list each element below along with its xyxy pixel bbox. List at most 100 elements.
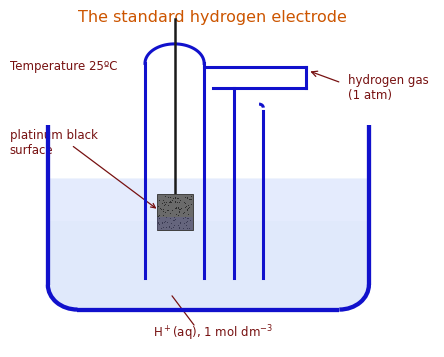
Point — [159, 219, 166, 225]
Point — [155, 212, 163, 218]
Point — [182, 201, 189, 206]
Point — [159, 220, 166, 226]
Point — [168, 225, 175, 231]
Point — [171, 217, 178, 223]
Text: H$^+$(aq), 1 mol dm$^{-3}$: H$^+$(aq), 1 mol dm$^{-3}$ — [153, 323, 273, 343]
Point — [160, 220, 167, 225]
Point — [161, 199, 168, 205]
Point — [155, 213, 162, 218]
Point — [159, 200, 166, 206]
Point — [155, 215, 163, 220]
Point — [174, 222, 181, 228]
Point — [171, 198, 178, 204]
Point — [173, 199, 180, 205]
Point — [159, 208, 166, 214]
Point — [165, 200, 172, 205]
Point — [157, 206, 164, 212]
Point — [169, 207, 176, 212]
Point — [161, 193, 168, 199]
Point — [166, 223, 173, 228]
Point — [182, 219, 189, 225]
Point — [163, 199, 170, 205]
Point — [185, 216, 192, 221]
Point — [172, 204, 179, 210]
Point — [163, 225, 170, 230]
Point — [171, 194, 178, 200]
Point — [164, 202, 171, 207]
Point — [173, 195, 180, 200]
Point — [182, 214, 189, 220]
Point — [166, 198, 173, 204]
Point — [173, 205, 180, 211]
Point — [165, 224, 172, 230]
Point — [176, 219, 183, 225]
Point — [159, 212, 166, 218]
Point — [182, 204, 189, 210]
Point — [181, 220, 188, 226]
Point — [187, 193, 194, 199]
Point — [185, 212, 192, 217]
Point — [182, 195, 189, 200]
Point — [187, 202, 194, 207]
Point — [177, 205, 184, 211]
Point — [178, 205, 185, 211]
Bar — [157, 195, 193, 230]
Point — [161, 202, 168, 208]
Point — [171, 216, 178, 221]
Point — [174, 196, 182, 201]
Point — [173, 211, 180, 217]
Point — [176, 225, 183, 230]
Point — [180, 200, 187, 205]
Point — [155, 219, 162, 225]
Polygon shape — [48, 178, 369, 310]
Point — [169, 217, 176, 223]
Point — [182, 222, 190, 228]
Point — [183, 194, 190, 200]
Point — [179, 225, 186, 231]
Point — [186, 225, 193, 231]
Point — [180, 215, 187, 221]
Point — [179, 216, 186, 221]
Point — [172, 199, 179, 205]
Point — [167, 194, 174, 200]
Point — [183, 206, 190, 211]
Point — [175, 226, 182, 231]
Point — [163, 219, 170, 225]
Point — [162, 209, 169, 215]
Point — [171, 194, 178, 200]
Point — [177, 197, 184, 202]
Point — [170, 215, 177, 220]
Point — [184, 205, 191, 211]
Point — [186, 197, 194, 202]
Point — [176, 206, 183, 212]
Point — [160, 207, 167, 212]
Point — [159, 197, 166, 203]
Point — [177, 220, 184, 225]
Point — [164, 207, 171, 212]
Bar — [157, 217, 193, 230]
Point — [163, 224, 170, 230]
Point — [185, 202, 192, 208]
Point — [164, 207, 171, 213]
Point — [156, 205, 163, 211]
Point — [156, 197, 163, 202]
Point — [170, 222, 177, 228]
Point — [168, 197, 175, 203]
Point — [155, 203, 162, 209]
Point — [185, 204, 192, 210]
Point — [181, 209, 188, 215]
Point — [166, 210, 174, 216]
Point — [155, 221, 162, 226]
Point — [170, 223, 177, 229]
Point — [176, 199, 183, 205]
Text: platinum black
surface: platinum black surface — [10, 129, 98, 157]
Point — [175, 208, 182, 214]
Polygon shape — [48, 178, 369, 221]
Point — [183, 215, 190, 221]
Point — [163, 215, 170, 220]
Point — [159, 208, 166, 214]
Point — [183, 225, 190, 230]
Point — [187, 196, 194, 202]
Point — [183, 218, 190, 224]
Point — [171, 195, 178, 201]
